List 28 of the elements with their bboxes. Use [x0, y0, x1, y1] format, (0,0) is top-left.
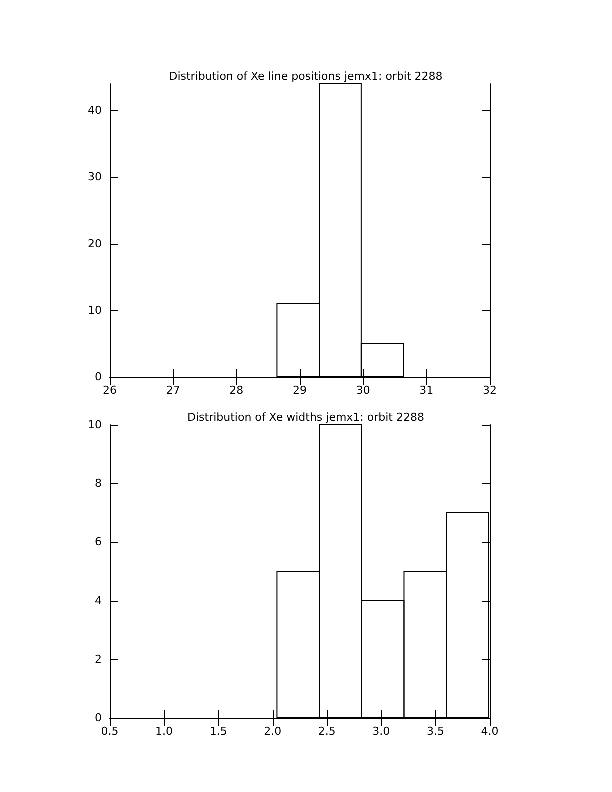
y-tick-label: 20 [88, 237, 102, 250]
x-tick-label: 2.5 [318, 725, 336, 738]
x-tick-label: 1.5 [210, 725, 228, 738]
x-tick-label: 3.0 [372, 725, 390, 738]
x-tick-label: 31 [420, 384, 434, 397]
x-tick-label: 28 [230, 384, 244, 397]
y-tick-label: 10 [88, 418, 102, 432]
x-tick-label: 3.5 [426, 725, 444, 738]
x-tick-label: 32 [483, 384, 497, 397]
x-tick-label: 2.0 [264, 725, 282, 738]
x-tick-label: 29 [293, 384, 307, 397]
chart-title: Distribution of Xe line positions jemx1: orbit 2288 [169, 70, 443, 83]
x-tick-label: 1.0 [156, 725, 174, 738]
y-tick-label: 40 [88, 104, 102, 118]
y-tick-label: 4 [95, 594, 102, 608]
x-tick-label: 4.0 [481, 725, 499, 738]
chart-title: Distribution of Xe widths jemx1: orbit 2288 [188, 411, 424, 424]
y-tick-label: 10 [88, 304, 102, 317]
y-tick-label: 0 [95, 370, 102, 384]
x-tick-label: 26 [103, 384, 117, 397]
y-tick-label: 30 [88, 170, 102, 184]
x-tick-label: 27 [166, 384, 180, 397]
y-tick-label: 0 [95, 712, 102, 724]
y-tick-label: 6 [95, 536, 102, 549]
x-tick-label: 30 [356, 384, 370, 397]
y-tick-label: 8 [95, 477, 102, 490]
y-tick-label: 2 [95, 652, 102, 666]
x-tick-label: 0.5 [101, 725, 119, 738]
